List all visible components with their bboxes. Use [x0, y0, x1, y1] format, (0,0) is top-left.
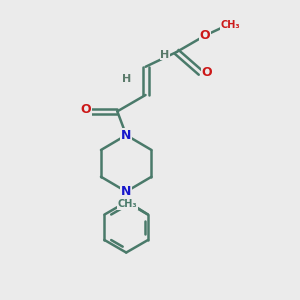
Text: O: O	[201, 66, 212, 79]
Text: H: H	[160, 50, 170, 60]
Text: CH₃: CH₃	[118, 199, 137, 209]
Text: N: N	[121, 185, 131, 198]
Text: O: O	[200, 29, 210, 42]
Text: O: O	[81, 103, 92, 116]
Text: N: N	[121, 129, 131, 142]
Text: CH₃: CH₃	[220, 20, 240, 30]
Text: H: H	[122, 74, 131, 84]
